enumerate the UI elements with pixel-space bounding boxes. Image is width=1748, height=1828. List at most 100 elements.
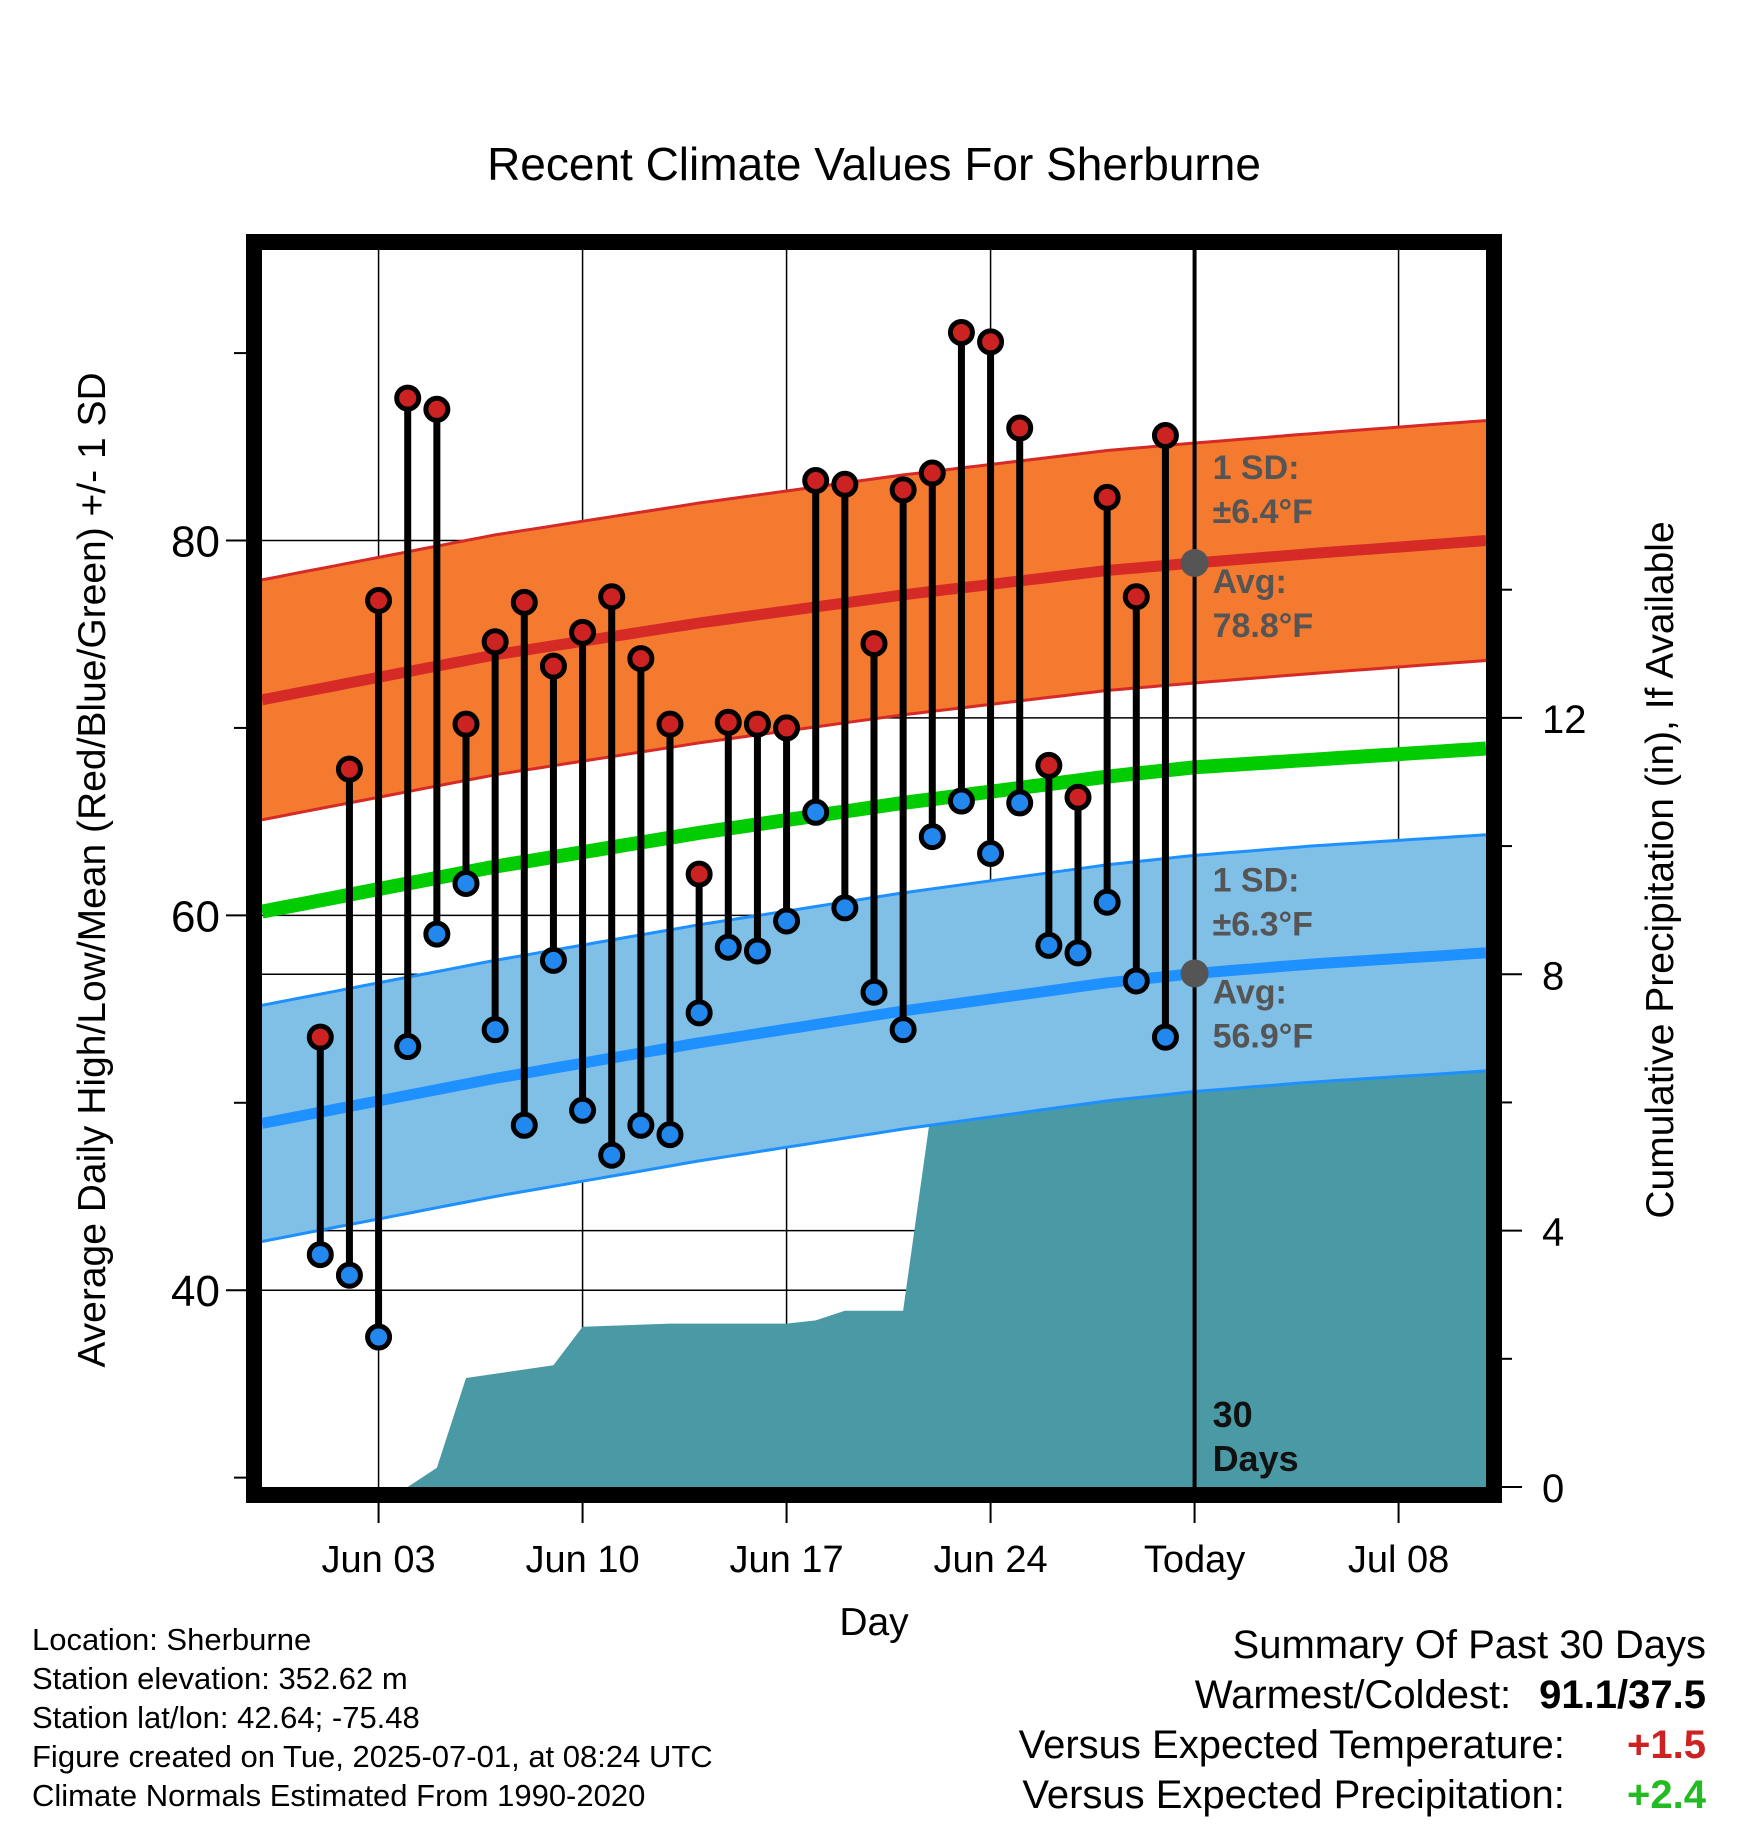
x-axis-label: Day xyxy=(839,1601,909,1644)
y-tick-label: 60 xyxy=(171,892,220,941)
today-low-avg-marker xyxy=(1180,959,1209,988)
info-elevation: Station elevation: 352.62 m xyxy=(32,1661,408,1696)
daily-high-point xyxy=(1122,583,1150,611)
daily-high-point xyxy=(365,586,393,614)
x-tick-label: Jun 10 xyxy=(526,1539,640,1581)
daily-high-point xyxy=(947,318,975,346)
daily-low-point xyxy=(685,999,713,1027)
daily-low-point xyxy=(743,937,771,965)
y-axis-label: Average Daily High/Low/Mean (Red/Blue/Gr… xyxy=(71,372,114,1367)
daily-low-point xyxy=(539,946,567,974)
daily-low-point xyxy=(1151,1023,1179,1051)
daily-high-point xyxy=(394,384,422,412)
daily-low-point xyxy=(889,1016,917,1044)
x-tick-label: Jul 08 xyxy=(1348,1539,1449,1581)
daily-high-point xyxy=(743,710,771,738)
y2-axis-label: Cumulative Precipitation (in), If Availa… xyxy=(1639,521,1682,1218)
y2-tick-label: 12 xyxy=(1542,698,1587,742)
daily-high-point xyxy=(598,583,626,611)
daily-low-point xyxy=(627,1111,655,1139)
info-normals: Climate Normals Estimated From 1990-2020 xyxy=(32,1778,646,1813)
high-sd-value: ±6.4°F xyxy=(1213,493,1313,531)
info-created: Figure created on Tue, 2025-07-01, at 08… xyxy=(32,1739,713,1774)
low-avg-value: 56.9°F xyxy=(1213,1017,1314,1055)
y-tick-label: 40 xyxy=(171,1267,220,1316)
normal-high-band-upper-edge xyxy=(261,419,1487,582)
today-days-label: Days xyxy=(1213,1438,1299,1479)
today-high-avg-marker xyxy=(1180,548,1209,577)
today-days-label: 30 xyxy=(1213,1394,1253,1435)
plot-frame xyxy=(246,234,1502,1503)
daily-high-point xyxy=(1035,751,1063,779)
normal-low-line xyxy=(260,947,1487,1129)
summary-temp: Versus Expected Temperature: +1.5 xyxy=(1019,1720,1706,1770)
daily-low-point xyxy=(656,1121,684,1149)
daily-low-point xyxy=(569,1096,597,1124)
normal-high-band xyxy=(262,420,1486,820)
y2-tick-label: 0 xyxy=(1542,1467,1564,1511)
y-tick-label: 80 xyxy=(171,518,220,567)
daily-low-point xyxy=(423,920,451,948)
daily-high-point xyxy=(539,652,567,680)
x-tick-label: Jun 17 xyxy=(730,1539,844,1581)
plot-frame-layer xyxy=(246,234,1502,1503)
observations-layer xyxy=(306,318,1179,1351)
daily-low-point xyxy=(977,840,1005,868)
warm-cold-label: Warmest/Coldest: xyxy=(1194,1673,1512,1717)
daily-low-point xyxy=(1006,789,1034,817)
daily-low-point xyxy=(510,1111,538,1139)
x-tick-label: Today xyxy=(1144,1539,1245,1581)
daily-low-point xyxy=(918,823,946,851)
daily-high-point xyxy=(860,630,888,658)
normal-low-band-lower-edge xyxy=(261,1069,1487,1243)
info-location: Location: Sherburne xyxy=(32,1622,312,1657)
summary-warm-cold: Warmest/Coldest: 91.1/37.5 xyxy=(1019,1670,1706,1720)
today-marker-layer xyxy=(1180,250,1209,1487)
daily-high-point xyxy=(773,714,801,742)
high-avg-value: 78.8°F xyxy=(1213,607,1314,645)
daily-high-point xyxy=(569,618,597,646)
daily-high-point xyxy=(335,755,363,783)
daily-low-point xyxy=(306,1241,334,1269)
daily-high-point xyxy=(685,860,713,888)
temp-value: +1.5 xyxy=(1627,1723,1706,1767)
daily-high-point xyxy=(1093,483,1121,511)
daily-high-point xyxy=(306,1023,334,1051)
daily-high-point xyxy=(452,710,480,738)
daily-low-point xyxy=(365,1323,393,1351)
daily-low-point xyxy=(860,978,888,1006)
daily-low-point xyxy=(773,907,801,935)
daily-low-point xyxy=(1064,939,1092,967)
high-sd-label: 1 SD: xyxy=(1213,449,1300,487)
daily-low-point xyxy=(947,787,975,815)
precipitation-area xyxy=(262,1044,1486,1487)
temp-label: Versus Expected Temperature: xyxy=(1018,1723,1565,1767)
annotations-layer: 1 SD: ±6.4°F Avg: 78.8°F 1 SD: ±6.3°F Avg: 56.9… xyxy=(1213,449,1314,1479)
precipitation-area-layer xyxy=(262,1044,1486,1487)
x-tick-label: Jun 24 xyxy=(934,1539,1048,1581)
daily-low-point xyxy=(452,869,480,897)
low-sd-label: 1 SD: xyxy=(1213,861,1300,899)
daily-high-point xyxy=(889,476,917,504)
daily-high-point xyxy=(831,470,859,498)
precip-value: +2.4 xyxy=(1627,1773,1706,1817)
low-sd-value: ±6.3°F xyxy=(1213,905,1313,943)
daily-high-point xyxy=(481,628,509,656)
daily-low-point xyxy=(714,933,742,961)
y2-tick-label: 4 xyxy=(1542,1211,1564,1255)
daily-high-point xyxy=(714,708,742,736)
daily-low-point xyxy=(598,1141,626,1169)
daily-low-point xyxy=(1093,888,1121,916)
y2-tick-label: 8 xyxy=(1542,954,1564,998)
chart-title: Recent Climate Values For Sherburne xyxy=(487,138,1261,190)
daily-high-point xyxy=(1064,783,1092,811)
daily-high-point xyxy=(1151,422,1179,450)
x-tick-label: Jun 03 xyxy=(322,1539,436,1581)
summary-panel: Summary Of Past 30 Days Warmest/Coldest:… xyxy=(1019,1620,1706,1820)
daily-low-point xyxy=(481,1016,509,1044)
daily-low-point xyxy=(1122,967,1150,995)
daily-low-point xyxy=(831,894,859,922)
summary-precip: Versus Expected Precipitation: +2.4 xyxy=(1019,1770,1706,1820)
daily-high-point xyxy=(656,710,684,738)
